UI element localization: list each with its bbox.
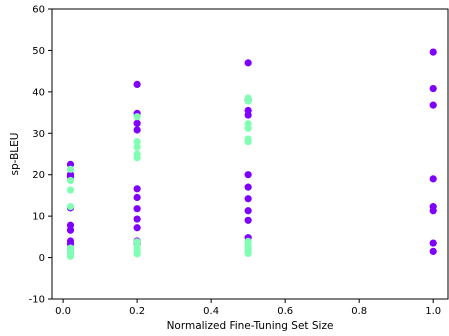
data-point-s1-28 — [244, 249, 252, 258]
y-tick-label: -10 — [29, 295, 45, 306]
y-axis-label: sp-BLEU — [9, 133, 21, 176]
data-point-s1-21 — [244, 124, 252, 132]
data-point-s0-10 — [133, 80, 141, 88]
data-point-s1-8 — [133, 113, 141, 121]
y-tick-label: 40 — [32, 87, 45, 98]
data-point-s0-18 — [133, 224, 141, 232]
data-point-s0-32 — [429, 84, 437, 93]
data-point-s0-31 — [429, 48, 437, 56]
x-tick-label: 0.8 — [351, 306, 367, 317]
data-point-s0-0 — [66, 160, 75, 168]
data-point-s0-25 — [244, 171, 252, 179]
data-point-s0-37 — [429, 239, 437, 247]
x-tick-label: 0.0 — [55, 306, 71, 317]
data-point-s0-15 — [133, 193, 141, 202]
x-axis: 0.0 0.2 0.4 0.6 0.8 1.0 — [55, 299, 441, 317]
x-tick-label: 1.0 — [425, 306, 441, 317]
x-tick-label: 0.4 — [203, 306, 219, 317]
data-point-s1-1 — [66, 176, 75, 185]
data-point-s0-28 — [244, 207, 252, 215]
data-point-s0-27 — [244, 195, 252, 203]
data-point-s0-24 — [244, 111, 252, 119]
data-point-s0-36 — [429, 207, 437, 215]
x-tick-label: 0.2 — [129, 306, 145, 317]
y-tick-label: 20 — [32, 170, 45, 181]
y-tick-label: 60 — [32, 5, 45, 16]
data-point-s0-17 — [133, 215, 141, 223]
data-point-s0-33 — [429, 101, 437, 109]
data-point-s0-38 — [429, 247, 437, 255]
data-point-s0-29 — [244, 216, 252, 224]
data-point-s1-23 — [244, 137, 252, 146]
data-point-s1-10 — [133, 143, 141, 151]
data-point-s1-7 — [66, 252, 75, 260]
data-point-s1-3 — [66, 203, 75, 211]
data-point-s1-19 — [244, 97, 252, 105]
data-point-s0-21 — [244, 59, 252, 67]
data-point-s0-12 — [133, 119, 141, 127]
data-point-s0-5 — [66, 226, 75, 234]
points-layer — [66, 48, 437, 260]
data-point-s1-12 — [133, 154, 141, 162]
y-tick-label: 10 — [32, 212, 45, 223]
y-tick-label: 50 — [32, 46, 45, 57]
data-point-s1-9 — [133, 137, 141, 146]
data-point-s0-4 — [66, 221, 75, 229]
data-point-s0-13 — [133, 126, 141, 134]
data-point-s0-16 — [133, 205, 141, 213]
data-point-s0-26 — [244, 183, 252, 191]
data-point-s0-14 — [133, 185, 141, 193]
data-point-s1-2 — [66, 186, 75, 194]
y-tick-label: 30 — [32, 129, 45, 140]
x-axis-label: Normalized Fine-Tuning Set Size — [167, 320, 334, 332]
x-tick-label: 0.6 — [277, 306, 293, 317]
plot-frame — [51, 8, 449, 300]
y-axis: -10 0 10 20 30 40 50 60 — [29, 5, 52, 306]
data-point-s1-0 — [66, 165, 75, 173]
data-point-s0-34 — [429, 175, 437, 183]
y-tick-label: 0 — [39, 253, 45, 264]
data-point-s1-17 — [133, 250, 141, 258]
